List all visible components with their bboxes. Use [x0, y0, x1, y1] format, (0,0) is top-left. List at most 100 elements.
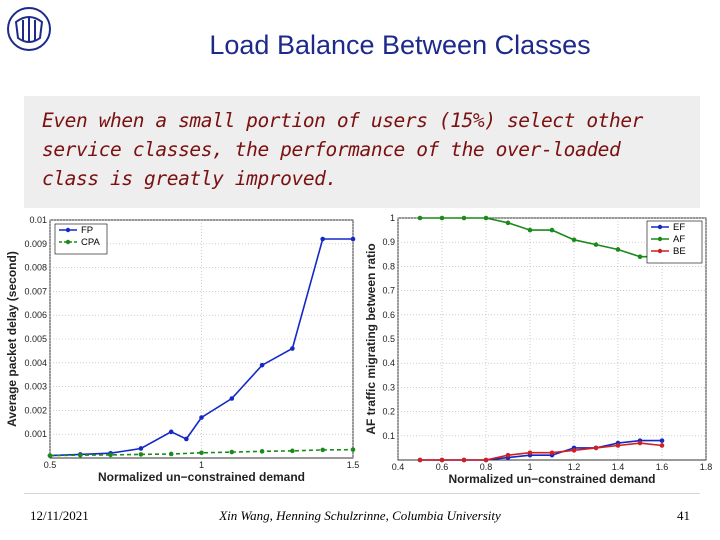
data-point-af: [571, 237, 577, 243]
data-point-cpa: [47, 453, 53, 458]
y-axis-label: AF traffic migrating between ratio: [364, 243, 378, 434]
series-line-cpa: [49, 448, 354, 457]
footer-date: 12/11/2021: [30, 508, 89, 523]
legend-label: CPA: [81, 237, 100, 248]
page-number: 41: [677, 508, 690, 523]
data-point-af: [505, 220, 511, 226]
data-point-fp: [259, 362, 265, 368]
data-point-be: [527, 450, 533, 456]
migration-chart-svg: 0.1 0.2 0.3 0.4 0.5 0.6 0.7 0.8 0.9 1 0.4 0.6 0.8 1 1.…: [364, 213, 713, 486]
y-tick-label: 0.001: [24, 429, 47, 439]
x-tick-label: 1.4: [612, 462, 625, 472]
y-axis-label: Average packet delay (second): [5, 251, 19, 427]
x-tick-label: 0.4: [392, 462, 405, 472]
y-tick-label: 0.004: [24, 358, 47, 368]
data-point-cpa: [259, 449, 265, 454]
series-line-fp: [49, 238, 353, 457]
university-logo-icon: [7, 7, 51, 51]
legend-marker: [65, 239, 71, 245]
data-point-af: [527, 227, 533, 233]
data-point-be: [505, 452, 511, 458]
x-tick-label: 1.2: [568, 462, 581, 472]
y-tick-label: 0.4: [382, 358, 395, 368]
callout-text: Even when a small portion of users (15%)…: [42, 109, 644, 190]
data-point-ef: [659, 438, 665, 443]
y-tick-label: 0.002: [24, 405, 47, 415]
y-tick-label: 0.008: [24, 263, 47, 273]
data-point-cpa: [108, 452, 113, 458]
data-point-af: [461, 215, 467, 221]
delay-chart: 0.001 0.002 0.003 0.004 0.005 0.006 0.007 0.008…: [0, 210, 362, 492]
migration-chart: 0.1 0.2 0.3 0.4 0.5 0.6 0.7 0.8 0.9 1 0.4 0.6 0.8 1 1.…: [362, 210, 720, 492]
data-point-af: [615, 247, 621, 252]
x-tick-label: 1: [199, 460, 204, 470]
y-tick-label: 0.003: [24, 382, 47, 392]
data-point-fp: [168, 429, 174, 435]
data-point-af: [593, 242, 599, 247]
x-axis-label: Normalized un−constrained demand: [448, 472, 655, 486]
y-tick-label: 0.9: [382, 237, 395, 247]
callout-box: Even when a small portion of users (15%)…: [24, 96, 700, 208]
data-point-be: [637, 440, 643, 446]
legend-marker: [657, 248, 663, 254]
legend-box: [54, 223, 108, 255]
series-line-be: [420, 442, 663, 461]
data-point-fp: [199, 415, 204, 420]
legend-marker: [657, 236, 663, 242]
data-point-cpa: [350, 447, 356, 452]
x-tick-label: 0.8: [480, 462, 493, 472]
data-point-af: [549, 227, 555, 233]
page-title: Load Balance Between Classes: [209, 30, 591, 60]
legend-label: FP: [81, 225, 93, 236]
legend-label: BE: [673, 246, 686, 257]
data-point-be: [659, 443, 665, 448]
legend-marker: [657, 224, 663, 230]
footer-author: Xin Wang, Henning Schulzrinne, Columbia …: [219, 508, 501, 523]
data-point-be: [439, 457, 445, 463]
y-tick-label: 0.006: [24, 310, 47, 320]
x-tick-label: 0.5: [44, 460, 57, 470]
data-point-cpa: [199, 450, 204, 456]
data-point-be: [549, 450, 555, 456]
data-point-be: [417, 457, 423, 463]
legend-label: AF: [673, 234, 685, 245]
data-point-af: [439, 215, 445, 221]
data-point-fp: [138, 446, 144, 451]
x-tick-label: 1.5: [347, 460, 360, 470]
x-tick-label: 0.6: [436, 462, 449, 472]
data-point-fp: [229, 396, 235, 401]
data-point-cpa: [229, 449, 235, 455]
x-tick-label: 1.6: [656, 462, 669, 472]
data-point-cpa: [78, 452, 83, 458]
x-axis-label: Normalized un−constrained demand: [98, 470, 305, 484]
data-point-cpa: [168, 451, 174, 457]
series-line-af: [420, 217, 662, 258]
delay-chart-svg: 0.001 0.002 0.003 0.004 0.005 0.006 0.007 0.008…: [5, 215, 360, 484]
data-point-be: [593, 445, 599, 451]
y-tick-label: 0.7: [382, 286, 395, 296]
data-point-be: [571, 448, 577, 453]
data-point-fp: [290, 346, 295, 351]
data-point-af: [417, 215, 423, 221]
data-point-be: [461, 457, 467, 463]
y-tick-label: 0.5: [382, 334, 395, 344]
y-tick-label: 0.6: [382, 310, 395, 320]
data-point-fp: [350, 236, 356, 242]
legend-label: EF: [673, 222, 685, 233]
x-tick-label: 1.8: [700, 462, 713, 472]
legend-marker: [65, 227, 71, 233]
data-point-af: [637, 254, 643, 260]
data-point-fp: [320, 236, 326, 242]
data-point-cpa: [290, 448, 295, 454]
y-tick-label: 0.005: [24, 334, 47, 344]
legend-box: [646, 220, 703, 264]
y-tick-label: 0.007: [24, 286, 47, 296]
y-tick-label: 0.3: [382, 382, 395, 392]
x-tick-label: 1: [527, 462, 532, 472]
data-point-cpa: [320, 447, 326, 453]
footer-divider: [24, 493, 700, 494]
data-point-fp: [184, 436, 189, 442]
data-point-af: [483, 215, 489, 221]
y-tick-label: 1: [390, 213, 395, 223]
y-tick-label: 0.009: [24, 239, 47, 249]
